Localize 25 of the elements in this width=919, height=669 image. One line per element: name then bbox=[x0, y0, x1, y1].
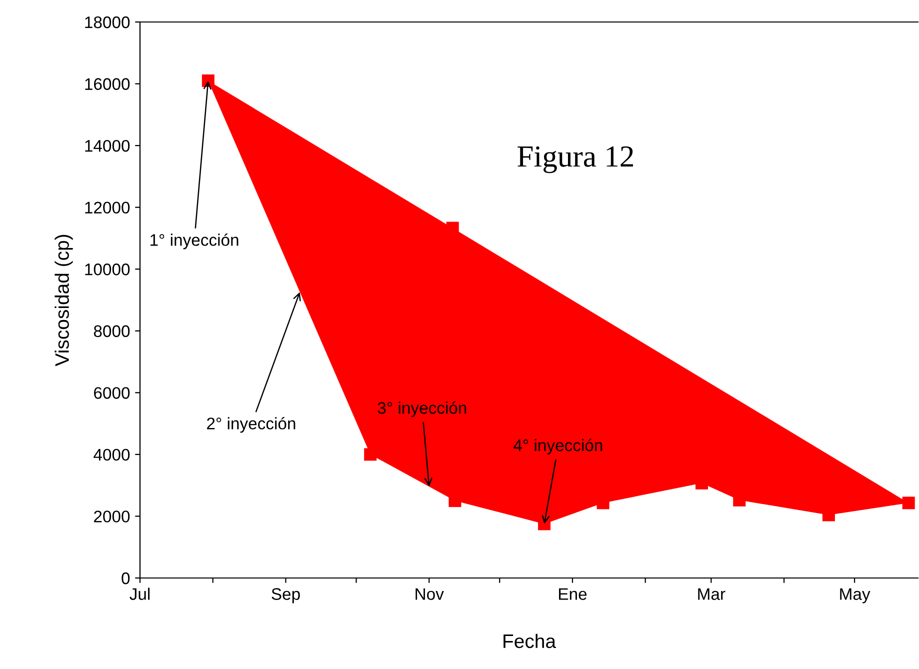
y-tick-label: 10000 bbox=[85, 264, 130, 276]
y-tick-label: 14000 bbox=[85, 140, 130, 152]
x-tick-label: Sep bbox=[272, 588, 300, 604]
y-tick-label: 12000 bbox=[85, 202, 130, 214]
x-tick-label: Mar bbox=[698, 588, 726, 600]
y-tick-label: 4000 bbox=[94, 448, 130, 461]
annotation: 4° inyección bbox=[514, 438, 602, 454]
x-axis-title: Fecha bbox=[504, 634, 556, 648]
x-tick-label: Jul bbox=[130, 588, 150, 600]
y-axis-title: Viscosidad (cp) bbox=[54, 234, 73, 366]
y-tick-label: 0 bbox=[122, 572, 130, 584]
x-tick-label: May bbox=[840, 588, 870, 604]
annotation: 2° inyección bbox=[207, 416, 296, 433]
annotation: 1° inyección bbox=[150, 233, 238, 250]
annotation: 3° inyección bbox=[378, 401, 466, 418]
point bbox=[902, 496, 915, 510]
x-tick-label: Nov bbox=[416, 588, 444, 600]
y-tick-label: 6000 bbox=[94, 387, 130, 399]
text: Figura 12 bbox=[518, 146, 633, 174]
y-tick-label: 18000 bbox=[85, 16, 130, 28]
point bbox=[364, 448, 377, 461]
y-tick-label: 2000 bbox=[94, 510, 130, 522]
x-tick-label: Ene bbox=[559, 588, 587, 600]
y-tick-label: 8000 bbox=[94, 325, 130, 338]
y-tick-label: 16000 bbox=[85, 78, 130, 90]
